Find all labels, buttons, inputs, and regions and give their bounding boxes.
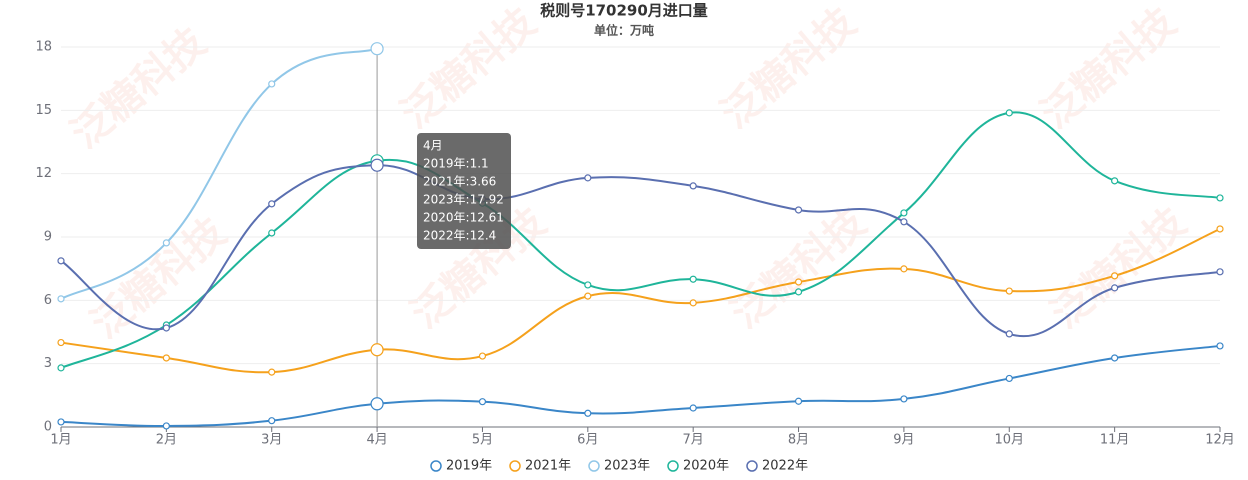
data-point bbox=[268, 200, 276, 208]
data-point bbox=[1005, 109, 1013, 117]
series-line bbox=[60, 164, 1221, 338]
data-point bbox=[478, 398, 487, 406]
series-line bbox=[60, 228, 1221, 374]
y-tick-label: 6 bbox=[44, 293, 52, 308]
data-point bbox=[1005, 374, 1013, 383]
tooltip-box bbox=[417, 133, 511, 249]
data-point bbox=[689, 299, 697, 307]
legend-icon bbox=[667, 460, 679, 472]
watermark: 泛糖科技 bbox=[1033, 0, 1185, 138]
data-point bbox=[1005, 330, 1013, 338]
data-point bbox=[162, 239, 170, 247]
data-point bbox=[900, 209, 908, 217]
data-point bbox=[1111, 354, 1119, 362]
data-point bbox=[584, 281, 592, 289]
legend-icon bbox=[430, 460, 442, 472]
data-point bbox=[900, 395, 908, 403]
data-point bbox=[1111, 272, 1119, 280]
data-point bbox=[478, 352, 487, 360]
series-line bbox=[60, 344, 1221, 427]
data-point bbox=[57, 364, 65, 372]
data-point bbox=[1216, 225, 1224, 233]
legend-label: 2020年 bbox=[683, 459, 729, 474]
data-point bbox=[1216, 268, 1224, 276]
tooltip-line: 2021年:3.66 bbox=[423, 175, 496, 189]
y-tick-label: 12 bbox=[35, 166, 52, 181]
series-line bbox=[60, 47, 378, 300]
x-tick-label: 6月 bbox=[577, 433, 598, 448]
data-point bbox=[370, 343, 384, 357]
data-point bbox=[1005, 287, 1013, 295]
data-point bbox=[1216, 342, 1224, 350]
tooltip-line: 2022年:12.4 bbox=[423, 229, 496, 243]
data-point bbox=[584, 409, 592, 417]
watermark: 泛糖科技 bbox=[83, 209, 235, 347]
data-point bbox=[1111, 177, 1119, 185]
data-point bbox=[689, 404, 697, 412]
tooltip-title: 4月 bbox=[423, 139, 443, 153]
x-tick-label: 7月 bbox=[683, 433, 704, 448]
y-tick-label: 18 bbox=[35, 40, 52, 55]
x-tick-label: 8月 bbox=[788, 433, 809, 448]
data-point bbox=[57, 295, 65, 303]
data-point bbox=[268, 229, 276, 237]
data-point bbox=[689, 275, 697, 283]
data-point bbox=[268, 417, 276, 425]
data-point bbox=[794, 397, 803, 405]
legend-icon bbox=[746, 460, 758, 472]
x-tick-label: 9月 bbox=[893, 433, 914, 448]
tooltip-line: 2020年:12.61 bbox=[423, 211, 504, 225]
x-tick-label: 1月 bbox=[50, 433, 71, 448]
watermark: 泛糖科技 bbox=[723, 199, 875, 337]
legend-label: 2021年 bbox=[525, 459, 571, 474]
watermark: 泛糖科技 bbox=[713, 0, 865, 138]
data-point bbox=[162, 422, 170, 430]
x-tick-label: 2月 bbox=[156, 433, 177, 448]
y-tick-label: 15 bbox=[35, 103, 52, 118]
data-point bbox=[370, 158, 384, 172]
data-point bbox=[689, 182, 697, 190]
data-point bbox=[794, 206, 803, 214]
data-point bbox=[57, 418, 65, 426]
chart-title: 税则号170290月进口量 bbox=[540, 2, 708, 20]
x-tick-label: 11月 bbox=[1100, 433, 1130, 448]
x-tick-label: 12月 bbox=[1205, 433, 1235, 448]
data-point bbox=[370, 397, 384, 411]
data-point bbox=[268, 368, 276, 376]
data-point bbox=[1216, 194, 1224, 202]
data-point bbox=[584, 292, 592, 300]
x-tick-label: 3月 bbox=[261, 433, 282, 448]
data-point bbox=[794, 288, 803, 296]
tooltip-line: 2023年:17.92 bbox=[423, 193, 504, 207]
y-tick-label: 9 bbox=[44, 230, 52, 245]
x-tick-label: 5月 bbox=[472, 433, 493, 448]
legend-icon bbox=[509, 460, 521, 472]
y-tick-label: 0 bbox=[44, 420, 52, 435]
data-point bbox=[268, 80, 276, 88]
x-tick-label: 4月 bbox=[366, 433, 387, 448]
data-point bbox=[794, 278, 803, 286]
data-point bbox=[584, 174, 592, 182]
legend-icon bbox=[588, 460, 600, 472]
data-point bbox=[370, 42, 384, 56]
data-point bbox=[57, 257, 65, 265]
data-point bbox=[57, 338, 65, 347]
watermark: 泛糖科技 bbox=[393, 0, 545, 138]
data-point bbox=[1111, 284, 1119, 292]
series-line bbox=[60, 111, 1221, 369]
legend-label: 2022年 bbox=[762, 459, 808, 474]
data-point bbox=[900, 265, 908, 273]
data-point bbox=[900, 218, 908, 226]
data-point bbox=[162, 354, 170, 362]
tooltip-line: 2019年:1.1 bbox=[423, 157, 489, 171]
chart-subtitle: 单位：万吨 bbox=[594, 23, 654, 38]
legend-label: 2019年 bbox=[446, 459, 492, 474]
legend-label: 2023年 bbox=[604, 459, 650, 474]
watermark: 泛糖科技 bbox=[63, 19, 215, 157]
y-tick-label: 3 bbox=[44, 356, 52, 371]
data-point bbox=[162, 324, 170, 332]
x-tick-label: 10月 bbox=[994, 433, 1024, 448]
